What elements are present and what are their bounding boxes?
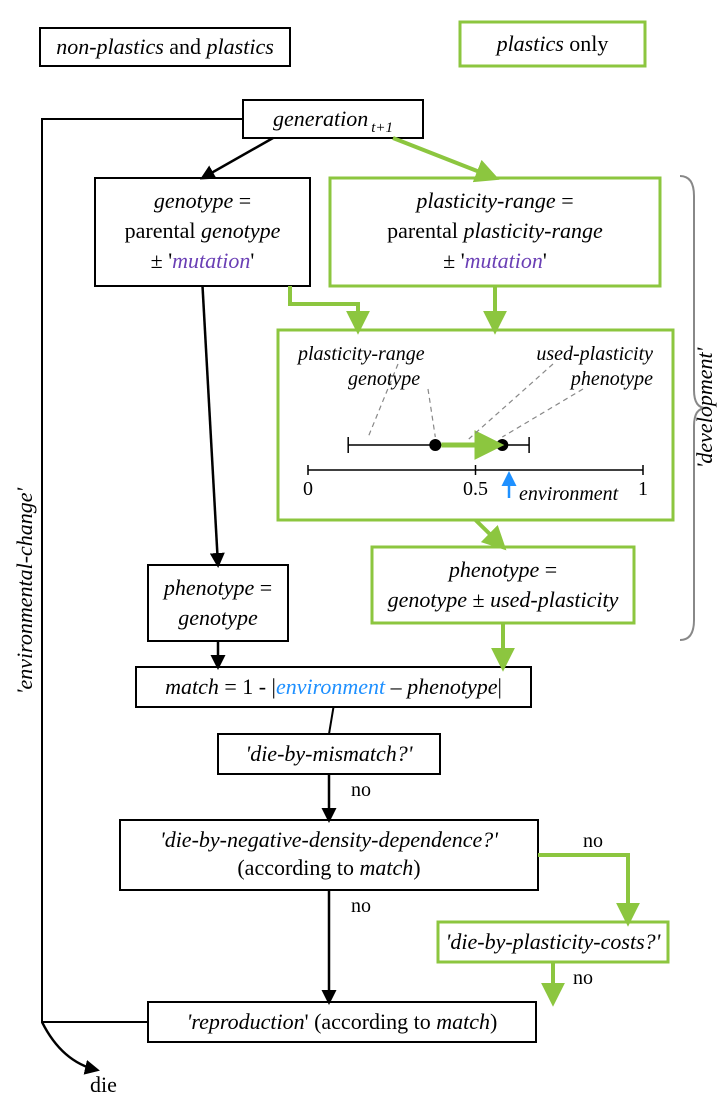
dash-geno [428,389,435,437]
die-label: die [90,1072,117,1093]
edge-match-dm [329,707,334,734]
dash-up [469,364,553,439]
genotype-line-0: genotype = [154,188,251,213]
edge-geno-phenoL [203,286,219,565]
diag-axis-1: 1 [638,478,648,500]
header-nonplastics: non-plastics and plastics [56,34,274,59]
genotype-line-2: ± 'mutation' [151,248,255,273]
no-3: no [583,830,603,852]
edge-dd-dpc [538,855,628,922]
no-2: no [351,895,371,917]
plastrange-line-2: ± 'mutation' [443,248,547,273]
phenoL-line-0: phenotype = [162,575,272,600]
dot-genotype [429,439,441,451]
genotype-line-1: parental genotype [125,218,281,243]
diag-geno: genotype [348,368,420,390]
header-plastics: plastics only [495,31,609,56]
phenoR-line-0: phenotype = [447,557,557,582]
plastrange-line-0: plasticity-range = [414,188,573,213]
generation-label: generationt+1 [273,106,393,136]
edge-geno-diag [290,286,358,330]
die-mismatch: 'die-by-mismatch?' [245,741,412,766]
diag-pr: plasticity-range [296,343,425,365]
phenoR-line-1: genotype ± used-plasticity [388,587,619,612]
no-4: no [573,967,593,989]
diag-env-label: environment [519,483,619,505]
reproduction: 'reproduction' (according to match) [187,1009,498,1034]
diag-up: used-plasticity [536,343,653,365]
match-line: match = 1 - |environment – phenotype| [165,674,502,699]
dash-pheno [502,389,583,437]
die-plastcost: 'die-by-plasticity-costs?' [446,929,661,954]
die-density-2: (according to match) [237,855,420,880]
diag-axis-05: 0.5 [463,478,488,500]
plastrange-line-1: parental plasticity-range [387,218,603,243]
diag-pheno: phenotype [569,368,653,390]
diag-axis-0: 0 [303,478,313,500]
edge-gen-geno [203,138,274,178]
edge-diag-phenoR [476,520,504,547]
edge-gen-plast [393,138,495,178]
phenoL-line-1: genotype [178,605,258,630]
edge-die [42,1022,97,1070]
env-change-label: 'environmental-change' [12,487,37,694]
die-density-1: 'die-by-negative-density-dependence?' [160,827,498,852]
development-label: 'development' [692,347,717,468]
no-1: no [351,779,371,801]
